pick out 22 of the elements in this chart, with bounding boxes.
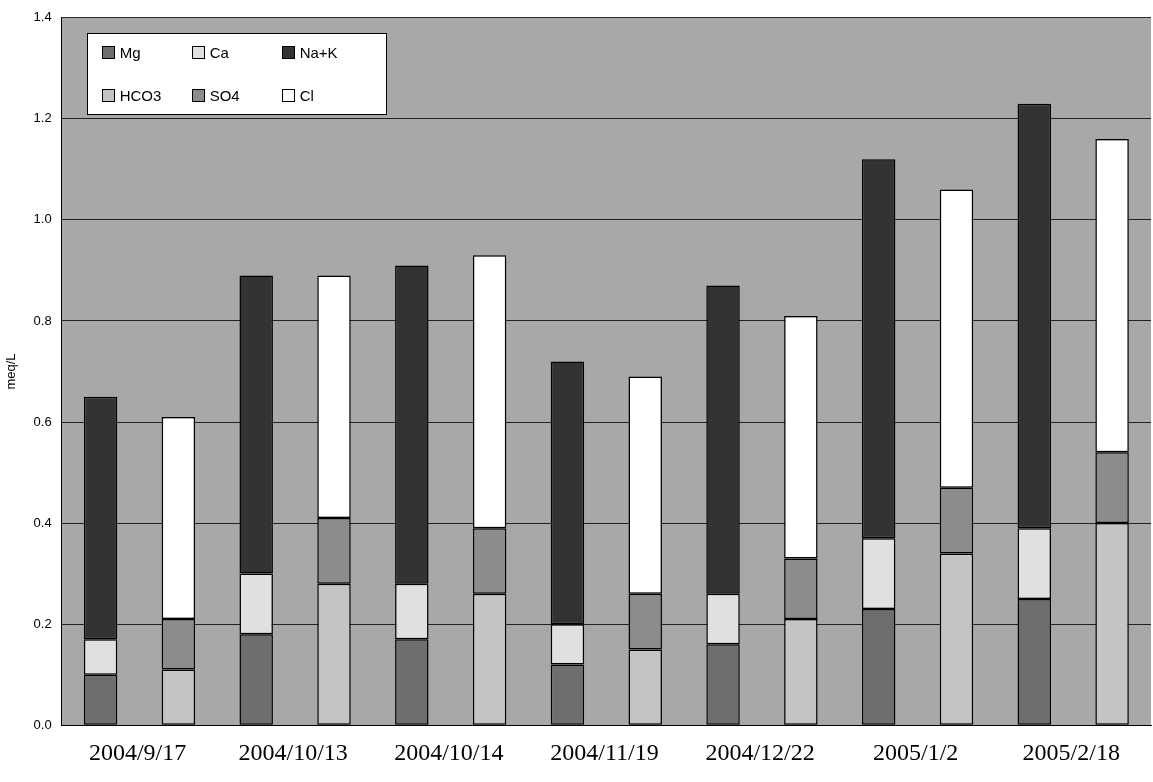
legend-label: Mg xyxy=(119,43,141,61)
y-tick-label: 0.4 xyxy=(33,514,52,530)
legend-label: Na+K xyxy=(299,43,338,61)
x-tick-label: 2004/10/14 xyxy=(394,738,504,765)
x-tick-label: 2004/11/19 xyxy=(550,738,659,765)
x-tick-label: 2004/10/13 xyxy=(238,738,348,765)
legend-label: SO4 xyxy=(209,86,240,104)
y-tick-label: 0.2 xyxy=(33,615,52,631)
y-tick-label: 1.4 xyxy=(33,9,52,25)
x-tick-label: 2005/2/18 xyxy=(1022,738,1120,765)
y-tick-label: 1.2 xyxy=(33,110,52,126)
y-tick-label: 0.0 xyxy=(33,716,52,732)
legend-label: Cl xyxy=(299,86,314,104)
legend-label: Ca xyxy=(209,43,229,61)
y-tick-label: 0.8 xyxy=(33,312,52,328)
x-tick-label: 2005/1/2 xyxy=(873,738,959,765)
x-tick-label: 2004/12/22 xyxy=(705,738,815,765)
y-tick-label: 1.0 xyxy=(33,211,52,227)
legend-label: HCO3 xyxy=(119,86,162,104)
y-axis-title: meq/L xyxy=(3,353,19,390)
y-tick-label: 0.6 xyxy=(33,413,52,429)
x-tick-label: 2004/9/17 xyxy=(88,738,187,765)
